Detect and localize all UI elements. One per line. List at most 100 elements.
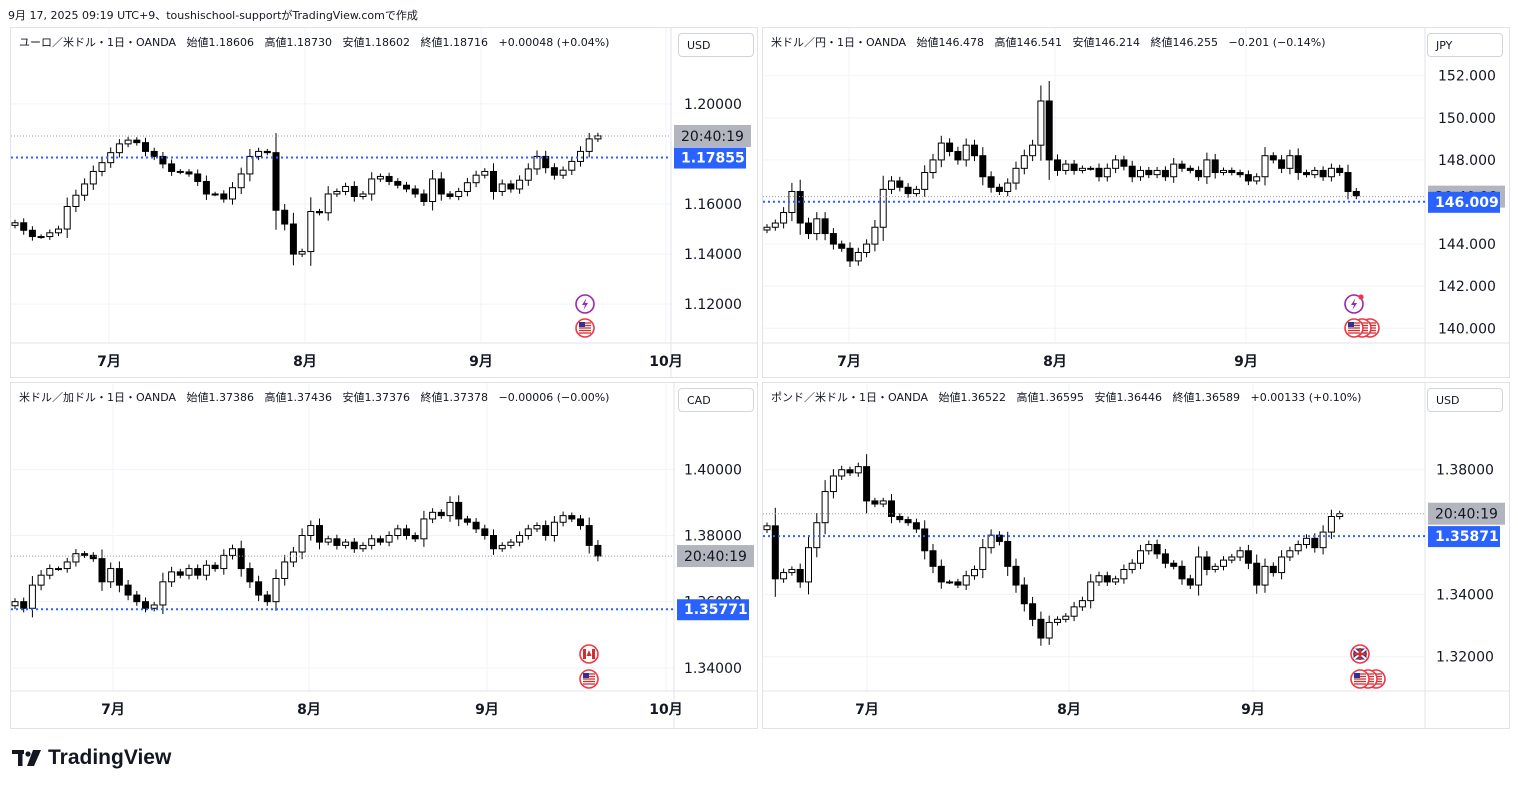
chart-panel-usdjpy[interactable]: 152.000150.000148.000146.000144.000142.0… — [762, 27, 1510, 378]
candle — [429, 169, 437, 211]
candle — [1128, 160, 1136, 183]
open-value: 1.37386 — [208, 391, 255, 404]
tradingview-logo-icon — [12, 750, 41, 766]
candle — [516, 175, 524, 194]
close-value: 146.255 — [1172, 36, 1219, 49]
candle — [168, 159, 176, 176]
symbol-title: ユーロ／米ドル・1日・OANDA — [19, 36, 177, 49]
chart-panel-gbpusd[interactable]: 1.38000 1.34000 1.32000 20:40:19 1.35871 7月 8月… — [762, 382, 1510, 729]
x-tick-label: 8月 — [1057, 702, 1081, 718]
close-value: 1.36589 — [1194, 391, 1241, 404]
lightning-event-icon[interactable] — [1344, 294, 1364, 314]
candle — [333, 534, 341, 550]
candle — [115, 561, 123, 593]
candle — [168, 566, 176, 587]
candle — [954, 146, 962, 165]
chart-panel-usdcad[interactable]: 1.400001.380001.360001.3400020:40:191.35… — [10, 382, 758, 729]
candle — [211, 191, 219, 197]
candle — [813, 212, 821, 241]
candle — [1029, 596, 1037, 627]
currency-selector[interactable]: JPY — [1427, 33, 1503, 57]
low-label: 安値 — [1094, 391, 1117, 404]
candle — [394, 524, 402, 540]
chart-panel-eurusd[interactable]: 1.20000 1.16000 1.14000 1.12000 20:40:19 1.17… — [10, 27, 758, 378]
candle — [854, 247, 862, 266]
candle — [98, 157, 106, 177]
ohlc-legend: 米ドル／加ドル・1日・OANDA 始値1.37386 高値1.37436 安値1… — [19, 389, 609, 405]
candle — [63, 557, 71, 573]
high-value: 146.541 — [1016, 36, 1063, 49]
candle — [1170, 560, 1178, 570]
us-flag-event-group-icon[interactable] — [1344, 318, 1380, 338]
candle — [307, 520, 315, 541]
tradingview-logo[interactable]: TradingView — [12, 746, 171, 770]
candle — [1070, 159, 1078, 175]
candle — [1103, 163, 1111, 182]
candle — [763, 522, 771, 533]
open-value: 146.478 — [938, 36, 985, 49]
candle — [11, 219, 19, 229]
candle — [263, 590, 271, 606]
low-value: 1.18602 — [364, 36, 411, 49]
candle — [559, 166, 567, 179]
high-label: 高値 — [994, 36, 1017, 49]
candle — [1269, 562, 1277, 577]
gb-flag-event-icon[interactable] — [1350, 644, 1370, 664]
candle — [437, 172, 445, 201]
candle — [28, 226, 36, 241]
candle — [533, 150, 541, 175]
candle — [594, 540, 602, 562]
candle — [585, 517, 593, 554]
candle — [194, 169, 202, 186]
candle — [1012, 558, 1020, 593]
high-value: 1.36595 — [1038, 391, 1085, 404]
candle — [246, 562, 254, 588]
us-flag-event-icon[interactable] — [579, 669, 599, 689]
candle — [107, 562, 115, 588]
candle — [896, 513, 904, 523]
candle — [871, 219, 879, 252]
candle — [1128, 559, 1136, 574]
candle — [350, 537, 358, 553]
close-label: 終値 — [420, 36, 443, 49]
level-price-label: 1.17855 — [674, 147, 746, 169]
candle — [89, 552, 97, 562]
currency-selector[interactable]: USD — [678, 33, 754, 57]
candle — [211, 562, 219, 572]
us-flag-event-group-icon[interactable] — [1350, 669, 1386, 689]
candle — [1211, 563, 1219, 573]
x-tick-label: 9月 — [469, 354, 493, 370]
candle — [912, 518, 920, 533]
candle — [1020, 149, 1028, 175]
ca-flag-event-icon[interactable] — [579, 644, 599, 664]
candle — [316, 208, 323, 216]
candle — [879, 175, 887, 241]
candle — [1012, 161, 1020, 190]
candle — [359, 191, 367, 200]
candle — [1261, 147, 1269, 186]
candle — [420, 189, 428, 206]
candle — [420, 510, 428, 547]
candle — [1286, 546, 1294, 562]
svg-text:146.009: 146.009 — [1435, 195, 1499, 211]
us-flag-event-icon[interactable] — [575, 318, 595, 338]
y-tick-label: 1.38000 — [684, 528, 742, 544]
candle — [1220, 167, 1227, 176]
low-value: 146.214 — [1094, 36, 1141, 49]
y-tick-label: 1.16000 — [684, 197, 742, 213]
svg-text:20:40:19: 20:40:19 — [681, 129, 744, 145]
low-label: 安値 — [1072, 36, 1095, 49]
candle — [1228, 167, 1236, 176]
currency-selector[interactable]: USD — [1427, 388, 1503, 412]
high-value: 1.37436 — [286, 391, 333, 404]
candle — [411, 185, 419, 198]
lightning-event-icon[interactable] — [575, 294, 595, 314]
candle — [446, 191, 454, 200]
candle — [446, 496, 454, 522]
candle — [1054, 616, 1061, 626]
candle — [1294, 540, 1302, 555]
currency-selector[interactable]: CAD — [678, 388, 754, 412]
candle — [263, 148, 271, 156]
candle — [229, 544, 236, 560]
candle — [780, 568, 788, 583]
